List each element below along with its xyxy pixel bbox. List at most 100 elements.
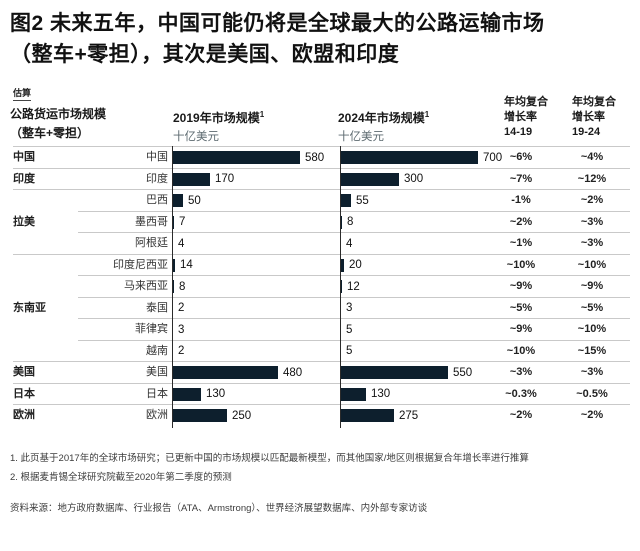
region-group-label: 印度 bbox=[13, 172, 35, 185]
chart-row: 阿根廷 4 4 ~1% ~3% bbox=[0, 233, 640, 255]
bar-2019: 130 bbox=[172, 384, 338, 406]
cagr-value-19-24: ~10% bbox=[577, 258, 607, 271]
bar-rect-2019 bbox=[172, 172, 210, 186]
column-header-cagr-14-19: 年均复合 增长率 14-19 bbox=[504, 95, 548, 140]
country-label: 印度尼西亚 bbox=[113, 258, 168, 271]
row-separator bbox=[13, 361, 630, 362]
column-header-market-size: 公路货运市场规模 （整车+零担） bbox=[10, 105, 106, 143]
value-2024: 300 bbox=[404, 173, 424, 186]
cagr-value-19-24: ~15% bbox=[577, 344, 607, 357]
value-2019: 8 bbox=[179, 280, 186, 293]
row-separator bbox=[78, 210, 630, 212]
value-2024: 4 bbox=[346, 237, 353, 250]
region-group-label: 欧洲 bbox=[13, 409, 35, 421]
column-header-2019-text: 2019年市场规模 bbox=[173, 111, 260, 125]
cagr-value-19-24: ~3% bbox=[580, 366, 604, 378]
bar-2019: 50 bbox=[172, 190, 338, 212]
bar-rect-2019 bbox=[172, 258, 175, 272]
chart-row: 东南亚 泰国 2 3 ~5% ~5% bbox=[0, 298, 640, 320]
cagr-value-14-19: ~9% bbox=[509, 280, 533, 292]
bar-rect-2024 bbox=[340, 280, 342, 294]
bar-rect-2024 bbox=[340, 151, 478, 165]
value-2019: 2 bbox=[178, 302, 185, 315]
row-separator bbox=[13, 189, 630, 190]
cagr-value-14-19: ~0.3% bbox=[505, 387, 537, 400]
chart-row: 印度 印度 170 300 ~7% ~12% bbox=[0, 169, 640, 190]
bar-rect-2024 bbox=[340, 387, 366, 401]
row-separator bbox=[13, 167, 630, 169]
region-group-label bbox=[13, 319, 75, 341]
figure-title-line1: 图2 未来五年，中国可能仍将是全球最大的公路运输市场 bbox=[10, 12, 545, 35]
bar-rect-2019 bbox=[172, 151, 300, 165]
row-separator bbox=[78, 296, 630, 298]
bar-2019: 580 bbox=[172, 147, 338, 169]
chart-row: 日本 日本 130 130 ~0.3% ~0.5% bbox=[0, 384, 640, 406]
bar-2024: 5 bbox=[340, 319, 490, 341]
bar-rect-2024 bbox=[340, 194, 351, 208]
bar-2019: 2 bbox=[172, 341, 338, 363]
value-2019: 130 bbox=[206, 388, 226, 401]
bar-2019: 480 bbox=[172, 362, 338, 384]
bar-2024: 55 bbox=[340, 190, 490, 212]
bar-rect-2019 bbox=[172, 387, 201, 401]
bar-2024: 3 bbox=[340, 298, 490, 320]
country-label: 越南 bbox=[146, 344, 168, 357]
country-label: 菲律宾 bbox=[135, 323, 168, 335]
chart-row: 马来西亚 8 12 ~9% ~9% bbox=[0, 276, 640, 298]
bar-rect-2024 bbox=[340, 366, 448, 380]
row-separator bbox=[13, 404, 630, 405]
bar-2024: 550 bbox=[340, 362, 490, 384]
value-2019: 170 bbox=[215, 173, 235, 186]
value-2019: 50 bbox=[188, 194, 201, 207]
bar-2024: 130 bbox=[340, 384, 490, 406]
cagr-value-14-19: ~2% bbox=[509, 215, 533, 228]
bar-rect-2019 bbox=[172, 409, 227, 423]
bar-2019: 2 bbox=[172, 298, 338, 320]
value-2024: 5 bbox=[346, 323, 353, 336]
cagr-value-14-19: ~3% bbox=[509, 366, 533, 378]
cagr-value-19-24: ~4% bbox=[580, 151, 604, 163]
region-group-label bbox=[13, 255, 75, 277]
chart-row: 拉美 墨西哥 7 8 ~2% ~3% bbox=[0, 212, 640, 233]
chart-row: 巴西 50 55 -1% ~2% bbox=[0, 190, 640, 212]
value-2019: 14 bbox=[180, 259, 193, 272]
row-separator bbox=[78, 318, 630, 319]
axis-line-2019 bbox=[172, 146, 173, 428]
cagr-value-14-19: ~6% bbox=[509, 151, 533, 163]
bar-2024: 12 bbox=[340, 276, 490, 298]
bar-2019: 14 bbox=[172, 255, 338, 277]
cagr-value-19-24: ~2% bbox=[580, 194, 604, 206]
cagr-value-19-24: ~3% bbox=[580, 237, 604, 249]
bar-rect-2024 bbox=[340, 258, 344, 272]
bar-2019: 4 bbox=[172, 233, 338, 255]
country-label: 阿根廷 bbox=[135, 237, 168, 249]
region-group-label: 美国 bbox=[13, 366, 35, 378]
cagr-value-14-19: ~5% bbox=[509, 301, 533, 314]
value-2019: 250 bbox=[232, 409, 252, 422]
bar-2019: 3 bbox=[172, 319, 338, 341]
value-2024: 20 bbox=[349, 259, 362, 272]
source-line: 资料来源：地方政府数据库、行业报告（ATA、Armstrong）、世界经济展望数… bbox=[10, 503, 428, 514]
bar-2019: 250 bbox=[172, 405, 338, 427]
bar-rect-2019 bbox=[172, 215, 174, 229]
value-2024: 550 bbox=[453, 366, 473, 379]
column-header-2019-title: 2019年市场规模1 bbox=[173, 105, 264, 128]
value-2019: 7 bbox=[179, 216, 186, 229]
bar-2024: 700 bbox=[340, 147, 502, 169]
country-label: 巴西 bbox=[146, 194, 168, 206]
row-separator bbox=[78, 275, 630, 276]
cagr-value-19-24: ~2% bbox=[580, 409, 604, 421]
cagr-value-14-19: ~9% bbox=[509, 323, 533, 335]
estimate-label: 估算 bbox=[13, 86, 32, 101]
region-group-label: 拉美 bbox=[13, 215, 35, 228]
row-separator bbox=[13, 382, 630, 384]
bar-2024: 275 bbox=[340, 405, 490, 427]
cagr-value-19-24: ~5% bbox=[580, 301, 604, 314]
country-label: 欧洲 bbox=[146, 409, 168, 421]
row-separator bbox=[13, 253, 630, 255]
cagr-value-14-19: -1% bbox=[511, 194, 531, 206]
value-2024: 5 bbox=[346, 345, 353, 358]
bar-rect-2019 bbox=[172, 194, 183, 208]
value-2024: 130 bbox=[371, 388, 391, 401]
